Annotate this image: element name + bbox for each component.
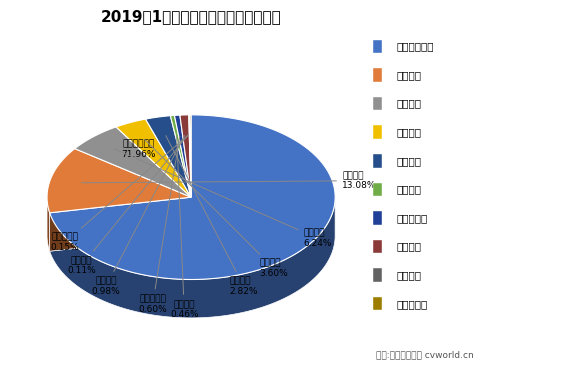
Text: 北汽制造厂: 北汽制造厂 — [396, 213, 428, 223]
Text: 重庆长安
3.60%: 重庆长安 3.60% — [145, 139, 289, 278]
Polygon shape — [189, 115, 191, 197]
Text: 金杯汽车
13.08%: 金杯汽车 13.08% — [81, 171, 376, 190]
Text: 奇瑞汽车
2.82%: 奇瑞汽车 2.82% — [166, 135, 258, 296]
Text: 上汽通用五菱: 上汽通用五菱 — [396, 41, 434, 52]
Text: 2019年1月微型客车市场前十企业份额: 2019年1月微型客车市场前十企业份额 — [101, 9, 282, 24]
Text: 重庆长安: 重庆长安 — [396, 127, 422, 137]
Text: 东风集团
6.24%: 东风集团 6.24% — [113, 149, 332, 248]
FancyBboxPatch shape — [373, 126, 382, 139]
FancyBboxPatch shape — [373, 68, 382, 82]
FancyBboxPatch shape — [373, 97, 382, 110]
Polygon shape — [47, 198, 49, 251]
Polygon shape — [171, 115, 191, 197]
FancyBboxPatch shape — [373, 211, 382, 225]
FancyBboxPatch shape — [373, 297, 382, 310]
Text: 制图:第一商用车网 cvworld.cn: 制图:第一商用车网 cvworld.cn — [376, 350, 474, 359]
Polygon shape — [49, 197, 191, 251]
FancyBboxPatch shape — [373, 183, 382, 196]
Polygon shape — [49, 197, 191, 251]
Polygon shape — [49, 199, 335, 318]
FancyBboxPatch shape — [373, 240, 382, 253]
Polygon shape — [180, 115, 191, 197]
Polygon shape — [47, 149, 191, 213]
Text: 一汽集团: 一汽集团 — [396, 184, 422, 194]
Polygon shape — [49, 115, 335, 280]
Polygon shape — [146, 116, 191, 197]
Text: 福田汽车
0.98%: 福田汽车 0.98% — [92, 135, 185, 296]
Text: 北汽制造厂
0.60%: 北汽制造厂 0.60% — [138, 136, 180, 314]
Text: 东风集团: 东风集团 — [396, 98, 422, 109]
FancyBboxPatch shape — [373, 40, 382, 53]
Text: 新龙马汽车
0.15%: 新龙马汽车 0.15% — [51, 135, 189, 252]
Text: 奇瑞汽车: 奇瑞汽车 — [396, 156, 422, 166]
Text: 福田汽车: 福田汽车 — [396, 242, 422, 251]
Polygon shape — [75, 127, 191, 197]
Text: 新龙马汽车: 新龙马汽车 — [396, 299, 428, 309]
Text: 一汽集团
0.46%: 一汽集团 0.46% — [170, 136, 199, 320]
Text: 上汽通用五菱
71.96%: 上汽通用五菱 71.96% — [122, 139, 156, 159]
Polygon shape — [190, 115, 191, 197]
Text: 成功汽车: 成功汽车 — [396, 270, 422, 280]
FancyBboxPatch shape — [373, 154, 382, 168]
Text: 金杯汽车: 金杯汽车 — [396, 70, 422, 80]
Text: 成功汽车
0.11%: 成功汽车 0.11% — [67, 135, 188, 276]
Polygon shape — [175, 115, 191, 197]
FancyBboxPatch shape — [373, 268, 382, 282]
Polygon shape — [116, 119, 191, 197]
